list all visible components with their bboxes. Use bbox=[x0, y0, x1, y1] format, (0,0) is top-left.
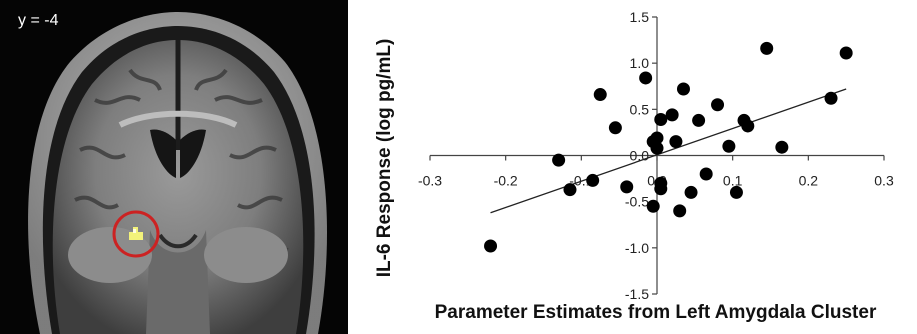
scatter-plot-svg: -0.3-0.2-0.10.00.10.20.31.51.00.50.0-0.5… bbox=[418, 9, 894, 302]
data-point bbox=[552, 153, 566, 167]
data-point bbox=[563, 183, 577, 197]
data-point bbox=[639, 71, 653, 85]
data-point bbox=[824, 91, 838, 105]
data-point bbox=[484, 239, 498, 253]
scatter-chart: -0.3-0.2-0.10.00.10.20.31.51.00.50.0-0.5… bbox=[352, 0, 917, 334]
y-axis-label: IL-6 Response (log pg/mL) bbox=[374, 38, 395, 278]
x-tick-label: 0.3 bbox=[874, 173, 894, 189]
trendline bbox=[490, 88, 847, 214]
data-point bbox=[692, 113, 706, 127]
data-point bbox=[654, 176, 668, 190]
data-point bbox=[650, 141, 664, 155]
data-point bbox=[608, 121, 622, 135]
data-point bbox=[699, 167, 713, 181]
data-point bbox=[620, 180, 634, 194]
y-tick-label: -1.0 bbox=[625, 240, 649, 256]
data-point bbox=[654, 112, 668, 126]
y-tick-label: 0.5 bbox=[630, 101, 650, 117]
y-tick-label: -1.5 bbox=[625, 286, 649, 302]
data-point bbox=[676, 82, 690, 96]
mri-coronal-slice: y = -4 bbox=[0, 0, 348, 334]
data-point bbox=[760, 41, 774, 55]
data-point bbox=[646, 199, 660, 213]
data-point bbox=[669, 135, 683, 149]
roi-highlight-circle bbox=[112, 210, 160, 258]
x-axis-label: Parameter Estimates from Left Amygdala C… bbox=[434, 302, 877, 323]
data-point bbox=[729, 185, 743, 199]
y-tick-label: -0.5 bbox=[625, 194, 649, 210]
mri-image bbox=[0, 0, 348, 334]
y-tick-label: 1.5 bbox=[630, 9, 650, 25]
data-point bbox=[839, 46, 853, 60]
data-point bbox=[593, 88, 607, 102]
x-tick-label: -0.3 bbox=[418, 173, 442, 189]
x-tick-label: -0.2 bbox=[494, 173, 518, 189]
activation-cluster bbox=[129, 227, 143, 240]
data-point bbox=[650, 131, 664, 145]
data-point bbox=[775, 140, 789, 154]
data-point bbox=[586, 173, 600, 187]
data-point bbox=[673, 204, 687, 218]
slice-coordinate-label: y = -4 bbox=[18, 12, 59, 29]
x-tick-label: 0.2 bbox=[799, 173, 819, 189]
data-point bbox=[741, 119, 755, 133]
data-point bbox=[711, 98, 725, 112]
data-point bbox=[665, 108, 679, 122]
data-point bbox=[722, 139, 736, 153]
data-point bbox=[684, 185, 698, 199]
y-tick-label: 1.0 bbox=[630, 55, 650, 71]
x-tick-label: 0.1 bbox=[723, 173, 743, 189]
